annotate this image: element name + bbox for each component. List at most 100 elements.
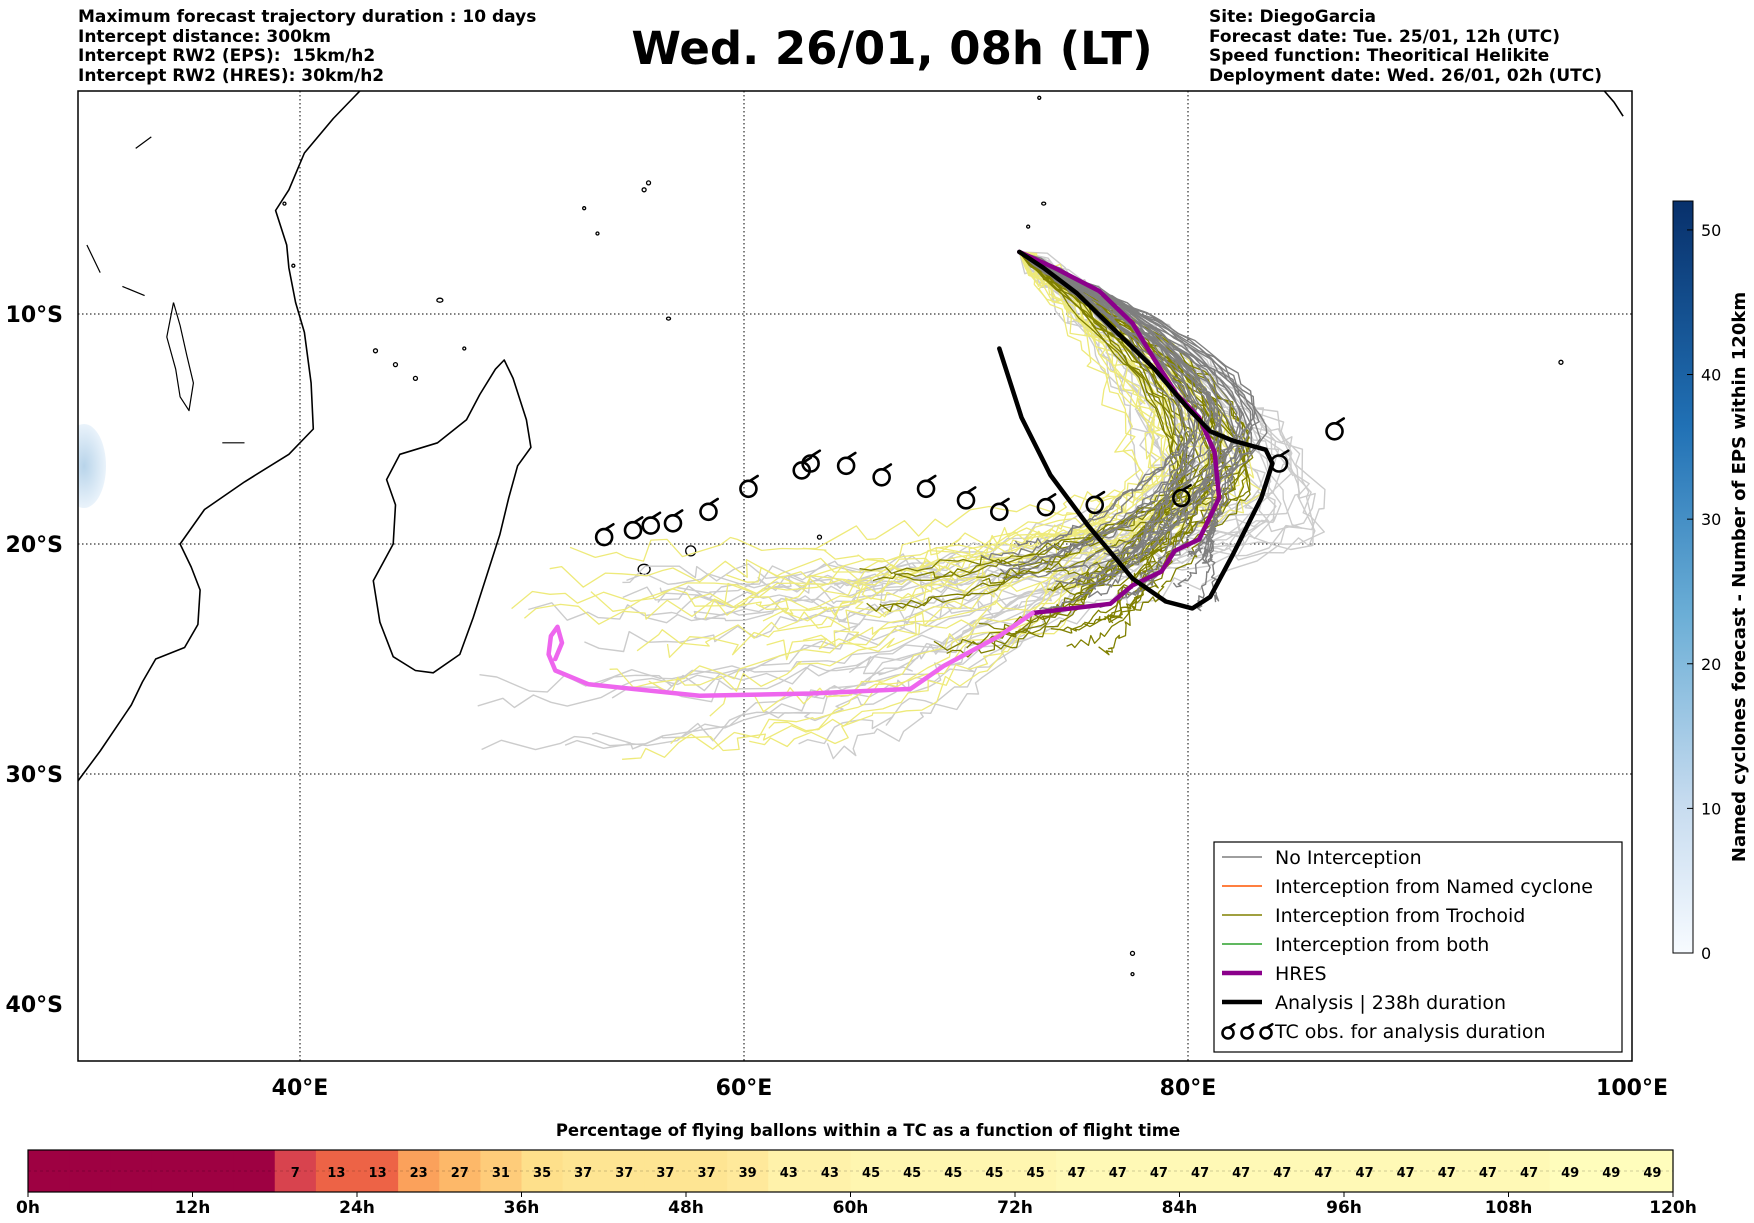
y-tick-label: 10°S bbox=[6, 303, 63, 328]
strip-cell-value: 47 bbox=[1520, 1166, 1538, 1181]
legend-label: TC obs. for analysis duration bbox=[1274, 1021, 1546, 1043]
strip-cell bbox=[1097, 1150, 1139, 1192]
strip-cell bbox=[274, 1150, 317, 1192]
island-outline bbox=[665, 316, 672, 321]
tc-observation-marker bbox=[699, 497, 719, 522]
y-tick-label: 40°S bbox=[6, 993, 63, 1018]
strip-cell bbox=[1220, 1150, 1263, 1192]
colorbar-gradient bbox=[1672, 200, 1694, 954]
strip-tick-label: 12h bbox=[175, 1198, 211, 1218]
strip-cell-value: 45 bbox=[862, 1166, 880, 1181]
strip-cell-value: 47 bbox=[1191, 1166, 1209, 1181]
header-line: Site: DiegoGarcia bbox=[1209, 7, 1376, 27]
strip-cell-value: 45 bbox=[985, 1166, 1003, 1181]
strip-cell bbox=[28, 1150, 70, 1192]
strip-cell bbox=[809, 1150, 852, 1192]
strip-cell-value: 47 bbox=[1397, 1166, 1415, 1181]
strip-cell-value: 43 bbox=[780, 1166, 798, 1181]
header-line: Maximum forecast trajectory duration : 1… bbox=[78, 7, 537, 27]
strip-cell-value: 45 bbox=[903, 1166, 921, 1181]
tc-observation-marker bbox=[594, 523, 615, 547]
header-line: Speed function: Theoritical Helikite bbox=[1209, 46, 1550, 66]
ensemble-trajectory bbox=[636, 251, 1179, 652]
strip-cell bbox=[151, 1150, 194, 1192]
ensemble-trajectory bbox=[1019, 251, 1220, 603]
colorbar-tick-label: 10 bbox=[1701, 799, 1721, 818]
header-line: Intercept distance: 300km bbox=[78, 26, 331, 47]
tc-observation-marker bbox=[1240, 1022, 1255, 1040]
tc-observation-marker bbox=[1172, 483, 1192, 508]
ensemble-trajectory bbox=[976, 251, 1201, 579]
strip-cell-value: 13 bbox=[369, 1166, 387, 1181]
y-tick-label: 30°S bbox=[6, 763, 63, 788]
strip-tick-label: 0h bbox=[16, 1198, 40, 1218]
strip-cell-value: 49 bbox=[1602, 1166, 1620, 1181]
strip-cell-value: 45 bbox=[944, 1166, 962, 1181]
strip-cell bbox=[727, 1150, 769, 1192]
island-outline bbox=[462, 346, 467, 351]
strip-cell-value: 23 bbox=[410, 1166, 428, 1181]
legend-label: Analysis | 238h duration bbox=[1275, 992, 1506, 1014]
strip-cell bbox=[439, 1150, 481, 1192]
strip-cell-value: 47 bbox=[1314, 1166, 1332, 1181]
strip-cell-value: 37 bbox=[574, 1166, 592, 1181]
ensemble-trajectory bbox=[1018, 251, 1191, 554]
tc-observation-marker bbox=[956, 486, 977, 510]
ensemble-trajectory bbox=[866, 251, 1226, 612]
strip-cell-value: 7 bbox=[291, 1166, 300, 1181]
strip-cell-value: 37 bbox=[698, 1166, 716, 1181]
tc-observation-marker bbox=[1085, 490, 1106, 515]
strip-tick-label: 96h bbox=[1326, 1198, 1362, 1218]
strip-cell bbox=[1590, 1150, 1633, 1192]
tc-observation-marker bbox=[623, 516, 644, 540]
tc-observation-marker bbox=[1269, 449, 1290, 473]
tc-observation-marker bbox=[1036, 493, 1057, 517]
africa-coastline bbox=[78, 91, 361, 782]
ensemble-trajectory bbox=[704, 251, 1141, 620]
strip-cell bbox=[1056, 1150, 1098, 1192]
colorbar-label: Named cyclones forecast - Number of EPS … bbox=[1729, 292, 1750, 862]
strip-cell-value: 47 bbox=[1232, 1166, 1250, 1181]
x-tick-label: 100°E bbox=[1596, 1076, 1668, 1101]
strip-cell bbox=[1549, 1150, 1592, 1192]
strip-cell bbox=[480, 1150, 523, 1192]
legend-label: No Interception bbox=[1275, 847, 1422, 869]
strip-cell-value: 47 bbox=[1438, 1166, 1456, 1181]
island-outline bbox=[282, 201, 287, 206]
inland-water-outline bbox=[135, 136, 152, 149]
strip-cell bbox=[69, 1150, 111, 1192]
strip-cell bbox=[1344, 1150, 1386, 1192]
strip-cell-value: 47 bbox=[1479, 1166, 1497, 1181]
strip-cell-value: 47 bbox=[1150, 1166, 1168, 1181]
tc-observation-marker bbox=[836, 451, 857, 476]
inland-water-outline bbox=[86, 244, 101, 273]
ensemble-trajectory bbox=[528, 251, 1169, 621]
strip-cell bbox=[315, 1150, 358, 1192]
ensemble-trajectory bbox=[999, 251, 1188, 575]
island-outline bbox=[392, 361, 399, 368]
tc-observation-marker bbox=[1325, 417, 1346, 441]
inland-water-outline bbox=[122, 285, 145, 297]
legend-box bbox=[1213, 841, 1623, 1053]
strip-cell bbox=[521, 1150, 564, 1192]
strip-cell bbox=[233, 1150, 276, 1192]
strip-cell-value: 49 bbox=[1561, 1166, 1579, 1181]
strip-cell bbox=[398, 1150, 440, 1192]
strip-cell bbox=[891, 1150, 934, 1192]
ensemble-trajectory bbox=[1018, 251, 1221, 564]
strip-cell bbox=[644, 1150, 687, 1192]
x-tick-label: 60°E bbox=[716, 1076, 773, 1101]
island-outline bbox=[412, 375, 419, 382]
strip-cell-value: 37 bbox=[656, 1166, 674, 1181]
strip-cell-value: 35 bbox=[533, 1166, 551, 1181]
strip-cell-value: 27 bbox=[451, 1166, 469, 1181]
strip-cell-value: 31 bbox=[492, 1166, 510, 1181]
island-outline bbox=[372, 348, 379, 354]
strip-cell-value: 45 bbox=[1027, 1166, 1045, 1181]
island-outline bbox=[1129, 950, 1136, 957]
strip-tick-label: 84h bbox=[1162, 1198, 1198, 1218]
legend-label: Interception from Trochoid bbox=[1275, 905, 1525, 927]
ensemble-trajectory bbox=[1018, 251, 1239, 557]
header-info-left: Maximum forecast trajectory duration : 1… bbox=[78, 7, 537, 86]
